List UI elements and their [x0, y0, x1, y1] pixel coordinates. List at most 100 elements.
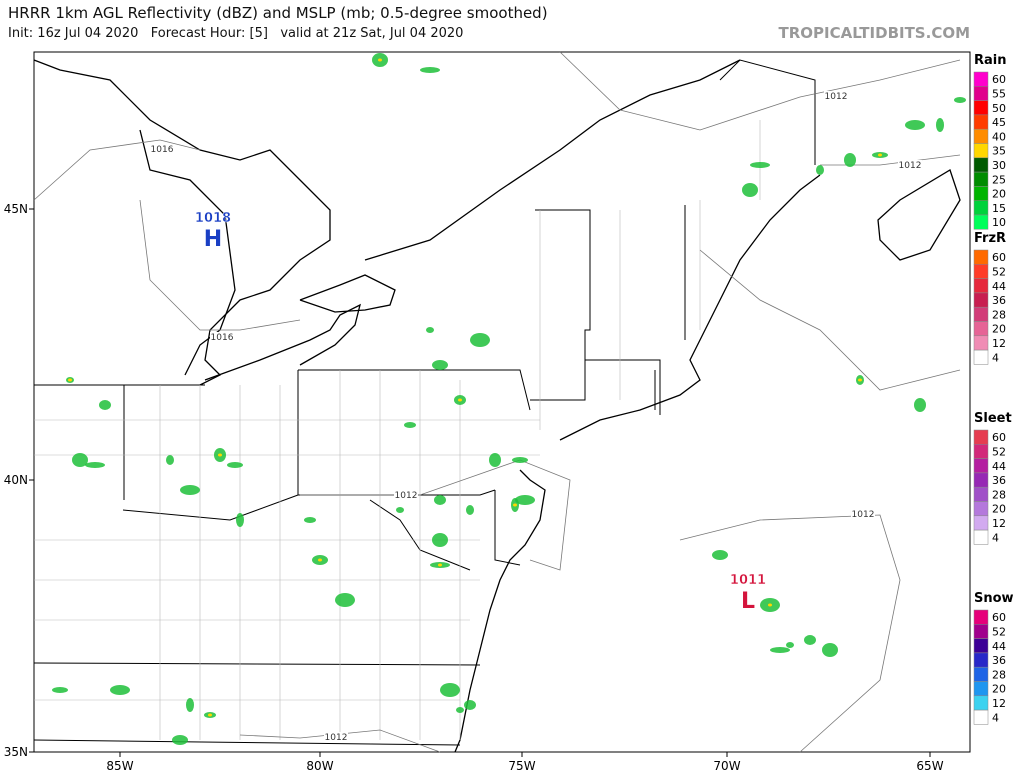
legend-level: 4 — [992, 531, 999, 544]
legend-swatch — [973, 666, 989, 682]
echo — [335, 593, 355, 607]
pressure-center-value: 1018 — [195, 211, 231, 226]
echo — [72, 453, 88, 467]
precip-echoes — [52, 53, 966, 745]
legend-level: 12 — [992, 517, 1006, 530]
echo — [786, 642, 794, 648]
echo — [464, 700, 476, 710]
echo-core — [858, 378, 862, 382]
legend: Rain6055504540353025201510FrzR6052443628… — [973, 53, 1014, 725]
legend-swatch — [973, 264, 989, 279]
echo — [489, 453, 501, 467]
isobar-label: 1012 — [325, 733, 348, 743]
legend-level: 28 — [992, 308, 1006, 321]
isobar-label-bg — [898, 160, 922, 170]
legend-swatch — [973, 681, 989, 697]
subtitle: Init: 16z Jul 04 2020 Forecast Hour: [5]… — [8, 26, 464, 41]
legend-swatch — [973, 515, 989, 531]
legend-swatch — [973, 214, 989, 230]
echo — [822, 643, 838, 657]
legend-title: Snow — [974, 591, 1014, 606]
legend-level: 36 — [992, 654, 1006, 667]
county-lines — [34, 120, 761, 740]
legend-swatch — [973, 472, 989, 488]
isobar-label-bg — [824, 91, 848, 101]
legend-swatch — [973, 624, 989, 639]
legend-level: 50 — [992, 102, 1006, 115]
echo — [470, 333, 490, 347]
echo — [99, 400, 111, 410]
pressure-center-value: 1011 — [730, 573, 766, 588]
legend-level: 15 — [992, 202, 1006, 215]
lon-label: 65W — [916, 759, 943, 772]
legend-swatch — [973, 157, 989, 173]
legend-level: 52 — [992, 265, 1006, 278]
legend-swatch — [973, 186, 989, 201]
legend-level: 52 — [992, 625, 1006, 638]
map-frame — [33, 51, 971, 753]
isobar-label: 1016 — [151, 145, 174, 155]
legend-level: 4 — [992, 711, 999, 724]
legend-level: 20 — [992, 188, 1006, 201]
legend-swatch — [973, 128, 989, 144]
echo-core — [768, 603, 772, 607]
echo — [396, 507, 404, 513]
echo — [110, 685, 130, 695]
lat-label: 35N — [4, 745, 28, 759]
legend-swatch — [973, 321, 989, 337]
echo — [172, 735, 188, 745]
echo — [432, 533, 448, 547]
legend-level: 60 — [992, 431, 1006, 444]
legend-swatch — [973, 652, 989, 668]
legend-level: 60 — [992, 251, 1006, 264]
lon-label: 85W — [106, 759, 133, 772]
legend-swatch — [973, 458, 989, 474]
lon-label: 70W — [713, 759, 740, 772]
legend-level: 12 — [992, 697, 1006, 710]
map-labels: 85W 80W 75W 70W 65W 45N 40N 35N 1012 1012 1012 1012… — [4, 91, 944, 772]
legend-swatch — [973, 143, 989, 159]
legend-level: 35 — [992, 145, 1006, 158]
echo — [515, 495, 535, 505]
legend-swatch — [973, 249, 989, 265]
echo — [52, 687, 68, 693]
echo — [914, 398, 926, 412]
echo — [816, 165, 824, 175]
echo-core — [878, 153, 882, 157]
echo-core — [513, 503, 517, 507]
isobar-label-bg — [394, 490, 418, 500]
legend-level: 20 — [992, 323, 1006, 336]
legend-swatch — [973, 609, 989, 625]
echo — [304, 517, 316, 523]
echo — [180, 485, 200, 495]
legend-title: FrzR — [974, 231, 1006, 246]
legend-swatch — [973, 171, 989, 187]
legend-swatch — [973, 444, 989, 459]
echo — [186, 698, 194, 712]
legend-swatch — [973, 278, 989, 294]
echo — [466, 505, 474, 515]
legend-swatch — [973, 100, 989, 116]
legend-swatch — [973, 529, 989, 545]
echo — [456, 707, 464, 713]
echo — [166, 455, 174, 465]
echo — [440, 683, 460, 697]
legend-swatch — [973, 335, 989, 351]
legend-level: 36 — [992, 474, 1006, 487]
legend-swatch — [973, 306, 989, 322]
pressure-center-symbol: H — [204, 227, 222, 252]
echo — [804, 635, 816, 645]
legend-title: Rain — [974, 53, 1007, 68]
legend-level: 25 — [992, 173, 1006, 186]
echo — [420, 67, 440, 73]
legend-level: 12 — [992, 337, 1006, 350]
echo — [227, 462, 243, 468]
legend-swatch — [973, 638, 989, 654]
legend-swatch — [973, 695, 989, 711]
echo-core — [218, 453, 222, 457]
legend-level: 20 — [992, 503, 1006, 516]
echo-core — [458, 398, 462, 402]
legend-swatch — [973, 114, 989, 130]
legend-level: 45 — [992, 116, 1006, 129]
